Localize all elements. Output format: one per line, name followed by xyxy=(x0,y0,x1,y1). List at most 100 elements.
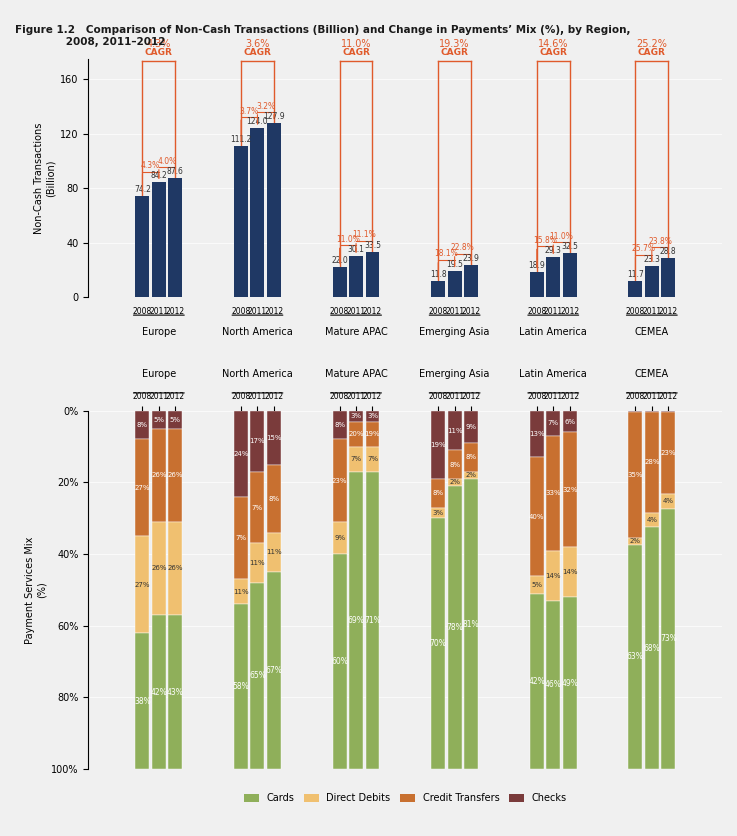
Bar xyxy=(645,266,659,298)
Text: 26%: 26% xyxy=(151,472,167,478)
Text: 7%: 7% xyxy=(252,505,263,511)
Text: 81%: 81% xyxy=(463,619,479,629)
Text: 3.7%: 3.7% xyxy=(240,107,259,116)
Text: 8%: 8% xyxy=(449,461,460,467)
Text: 18.9: 18.9 xyxy=(528,261,545,269)
Text: 2%: 2% xyxy=(449,480,460,486)
Text: 7%: 7% xyxy=(351,456,362,462)
Text: 13%: 13% xyxy=(529,431,545,437)
Text: CAGR: CAGR xyxy=(539,48,567,57)
Text: 4.3%: 4.3% xyxy=(147,39,171,49)
Text: 2%: 2% xyxy=(466,472,477,478)
Bar xyxy=(661,494,675,508)
Bar xyxy=(168,522,182,615)
Bar xyxy=(661,508,675,769)
Text: 11%: 11% xyxy=(250,560,265,566)
Text: 9%: 9% xyxy=(466,424,477,430)
Text: 32%: 32% xyxy=(562,487,577,492)
Bar xyxy=(447,271,461,298)
Text: 65%: 65% xyxy=(249,671,266,681)
Bar xyxy=(530,410,544,457)
Text: 67%: 67% xyxy=(265,666,282,675)
Text: Figure 1.2   Comparison of Non-Cash Transactions (Billion) and Change in Payment: Figure 1.2 Comparison of Non-Cash Transa… xyxy=(15,25,630,47)
Text: 8%: 8% xyxy=(433,490,444,497)
Text: 124.0: 124.0 xyxy=(247,117,268,126)
Text: CEMEA: CEMEA xyxy=(635,369,669,379)
Text: 43%: 43% xyxy=(167,687,184,696)
Text: 6%: 6% xyxy=(564,419,576,425)
Bar xyxy=(136,196,150,298)
Bar xyxy=(629,545,643,769)
Bar xyxy=(447,410,461,451)
Bar xyxy=(366,446,380,472)
Text: 19%: 19% xyxy=(430,442,446,448)
Text: CAGR: CAGR xyxy=(441,48,469,57)
Bar xyxy=(447,486,461,769)
Text: 23%: 23% xyxy=(660,450,676,456)
Text: 14%: 14% xyxy=(545,573,561,579)
Text: 11.0%: 11.0% xyxy=(340,39,371,49)
Bar xyxy=(546,601,560,769)
Bar xyxy=(366,421,380,446)
Text: 19.5: 19.5 xyxy=(446,260,463,268)
Bar xyxy=(332,410,346,440)
Bar xyxy=(645,527,659,769)
Text: 30.1: 30.1 xyxy=(348,245,365,254)
Text: 11%: 11% xyxy=(447,427,462,434)
Text: CEMEA: CEMEA xyxy=(635,328,669,338)
Bar xyxy=(267,410,281,465)
Text: 25.2%: 25.2% xyxy=(636,39,667,49)
Bar xyxy=(562,410,576,432)
Bar xyxy=(332,522,346,554)
Text: 22.0: 22.0 xyxy=(331,257,348,265)
Bar xyxy=(431,507,445,518)
Text: Emerging Asia: Emerging Asia xyxy=(419,369,490,379)
Text: 14.6%: 14.6% xyxy=(538,39,568,49)
Bar xyxy=(152,615,166,769)
Text: 7%: 7% xyxy=(367,456,378,462)
Text: 127.9: 127.9 xyxy=(263,112,284,120)
Text: 84.2: 84.2 xyxy=(150,171,167,181)
Text: 87.6: 87.6 xyxy=(167,166,184,176)
Bar xyxy=(234,145,248,298)
Text: 23%: 23% xyxy=(332,477,347,484)
Bar xyxy=(349,257,363,298)
Bar xyxy=(530,576,544,594)
Text: 19%: 19% xyxy=(365,431,380,437)
Text: Mature APAC: Mature APAC xyxy=(325,328,388,338)
Text: 26%: 26% xyxy=(167,565,183,572)
Bar xyxy=(234,579,248,604)
Bar xyxy=(562,547,576,597)
Text: 38%: 38% xyxy=(134,696,151,706)
Bar xyxy=(251,543,265,583)
Text: 14%: 14% xyxy=(562,569,577,575)
Text: Latin America: Latin America xyxy=(520,369,587,379)
Text: 2%: 2% xyxy=(630,538,641,544)
Text: 11.8: 11.8 xyxy=(430,270,447,279)
Bar xyxy=(645,512,659,527)
Text: 26%: 26% xyxy=(167,472,183,478)
Text: 58%: 58% xyxy=(233,682,249,691)
Bar xyxy=(251,128,265,298)
Text: 11.0%: 11.0% xyxy=(336,235,360,244)
Text: Emerging Asia: Emerging Asia xyxy=(419,328,490,338)
Bar xyxy=(251,472,265,543)
Text: 3%: 3% xyxy=(433,510,444,516)
Bar xyxy=(661,412,675,494)
Bar xyxy=(629,410,643,412)
Bar xyxy=(629,412,643,538)
Bar xyxy=(267,572,281,769)
Text: Latin America: Latin America xyxy=(520,328,587,338)
Text: 9%: 9% xyxy=(334,535,345,541)
Bar xyxy=(251,583,265,769)
Text: 49%: 49% xyxy=(562,679,578,688)
Text: 4%: 4% xyxy=(646,517,657,522)
Text: 60%: 60% xyxy=(331,657,348,666)
Bar xyxy=(349,421,363,446)
Bar xyxy=(366,252,380,298)
Text: 5%: 5% xyxy=(170,417,181,423)
Text: 23.9: 23.9 xyxy=(463,253,480,263)
Text: 74.2: 74.2 xyxy=(134,185,151,194)
Bar xyxy=(661,410,675,412)
Bar xyxy=(152,429,166,522)
